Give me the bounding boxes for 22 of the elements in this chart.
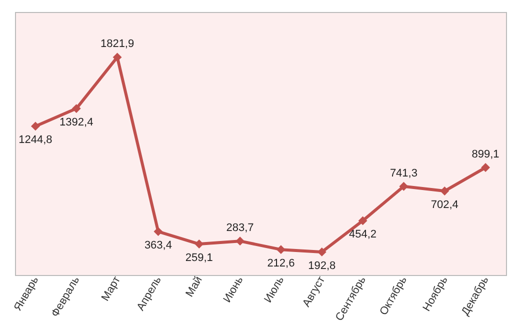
point xyxy=(358,216,368,226)
point xyxy=(481,163,490,172)
data-label: 702,4 xyxy=(430,199,458,212)
data-label: 259,1 xyxy=(185,252,213,264)
data-label: 899,1 xyxy=(472,148,500,161)
data-label: 1392,4 xyxy=(60,116,94,129)
point xyxy=(30,122,40,131)
point xyxy=(440,186,450,196)
point xyxy=(399,182,408,191)
point xyxy=(276,245,286,254)
point xyxy=(72,104,81,114)
point xyxy=(154,227,163,236)
data-label: 1244,8 xyxy=(18,134,52,146)
point xyxy=(236,236,245,246)
data-label: 192,8 xyxy=(308,260,336,272)
data-label: 212,6 xyxy=(267,258,295,270)
data-label: 363,4 xyxy=(144,240,172,252)
point xyxy=(112,52,122,62)
data-label: 454,2 xyxy=(349,228,377,241)
data-label: 741,3 xyxy=(390,167,418,180)
data-label: 283,7 xyxy=(226,222,254,234)
data-label: 1821,9 xyxy=(100,38,134,50)
